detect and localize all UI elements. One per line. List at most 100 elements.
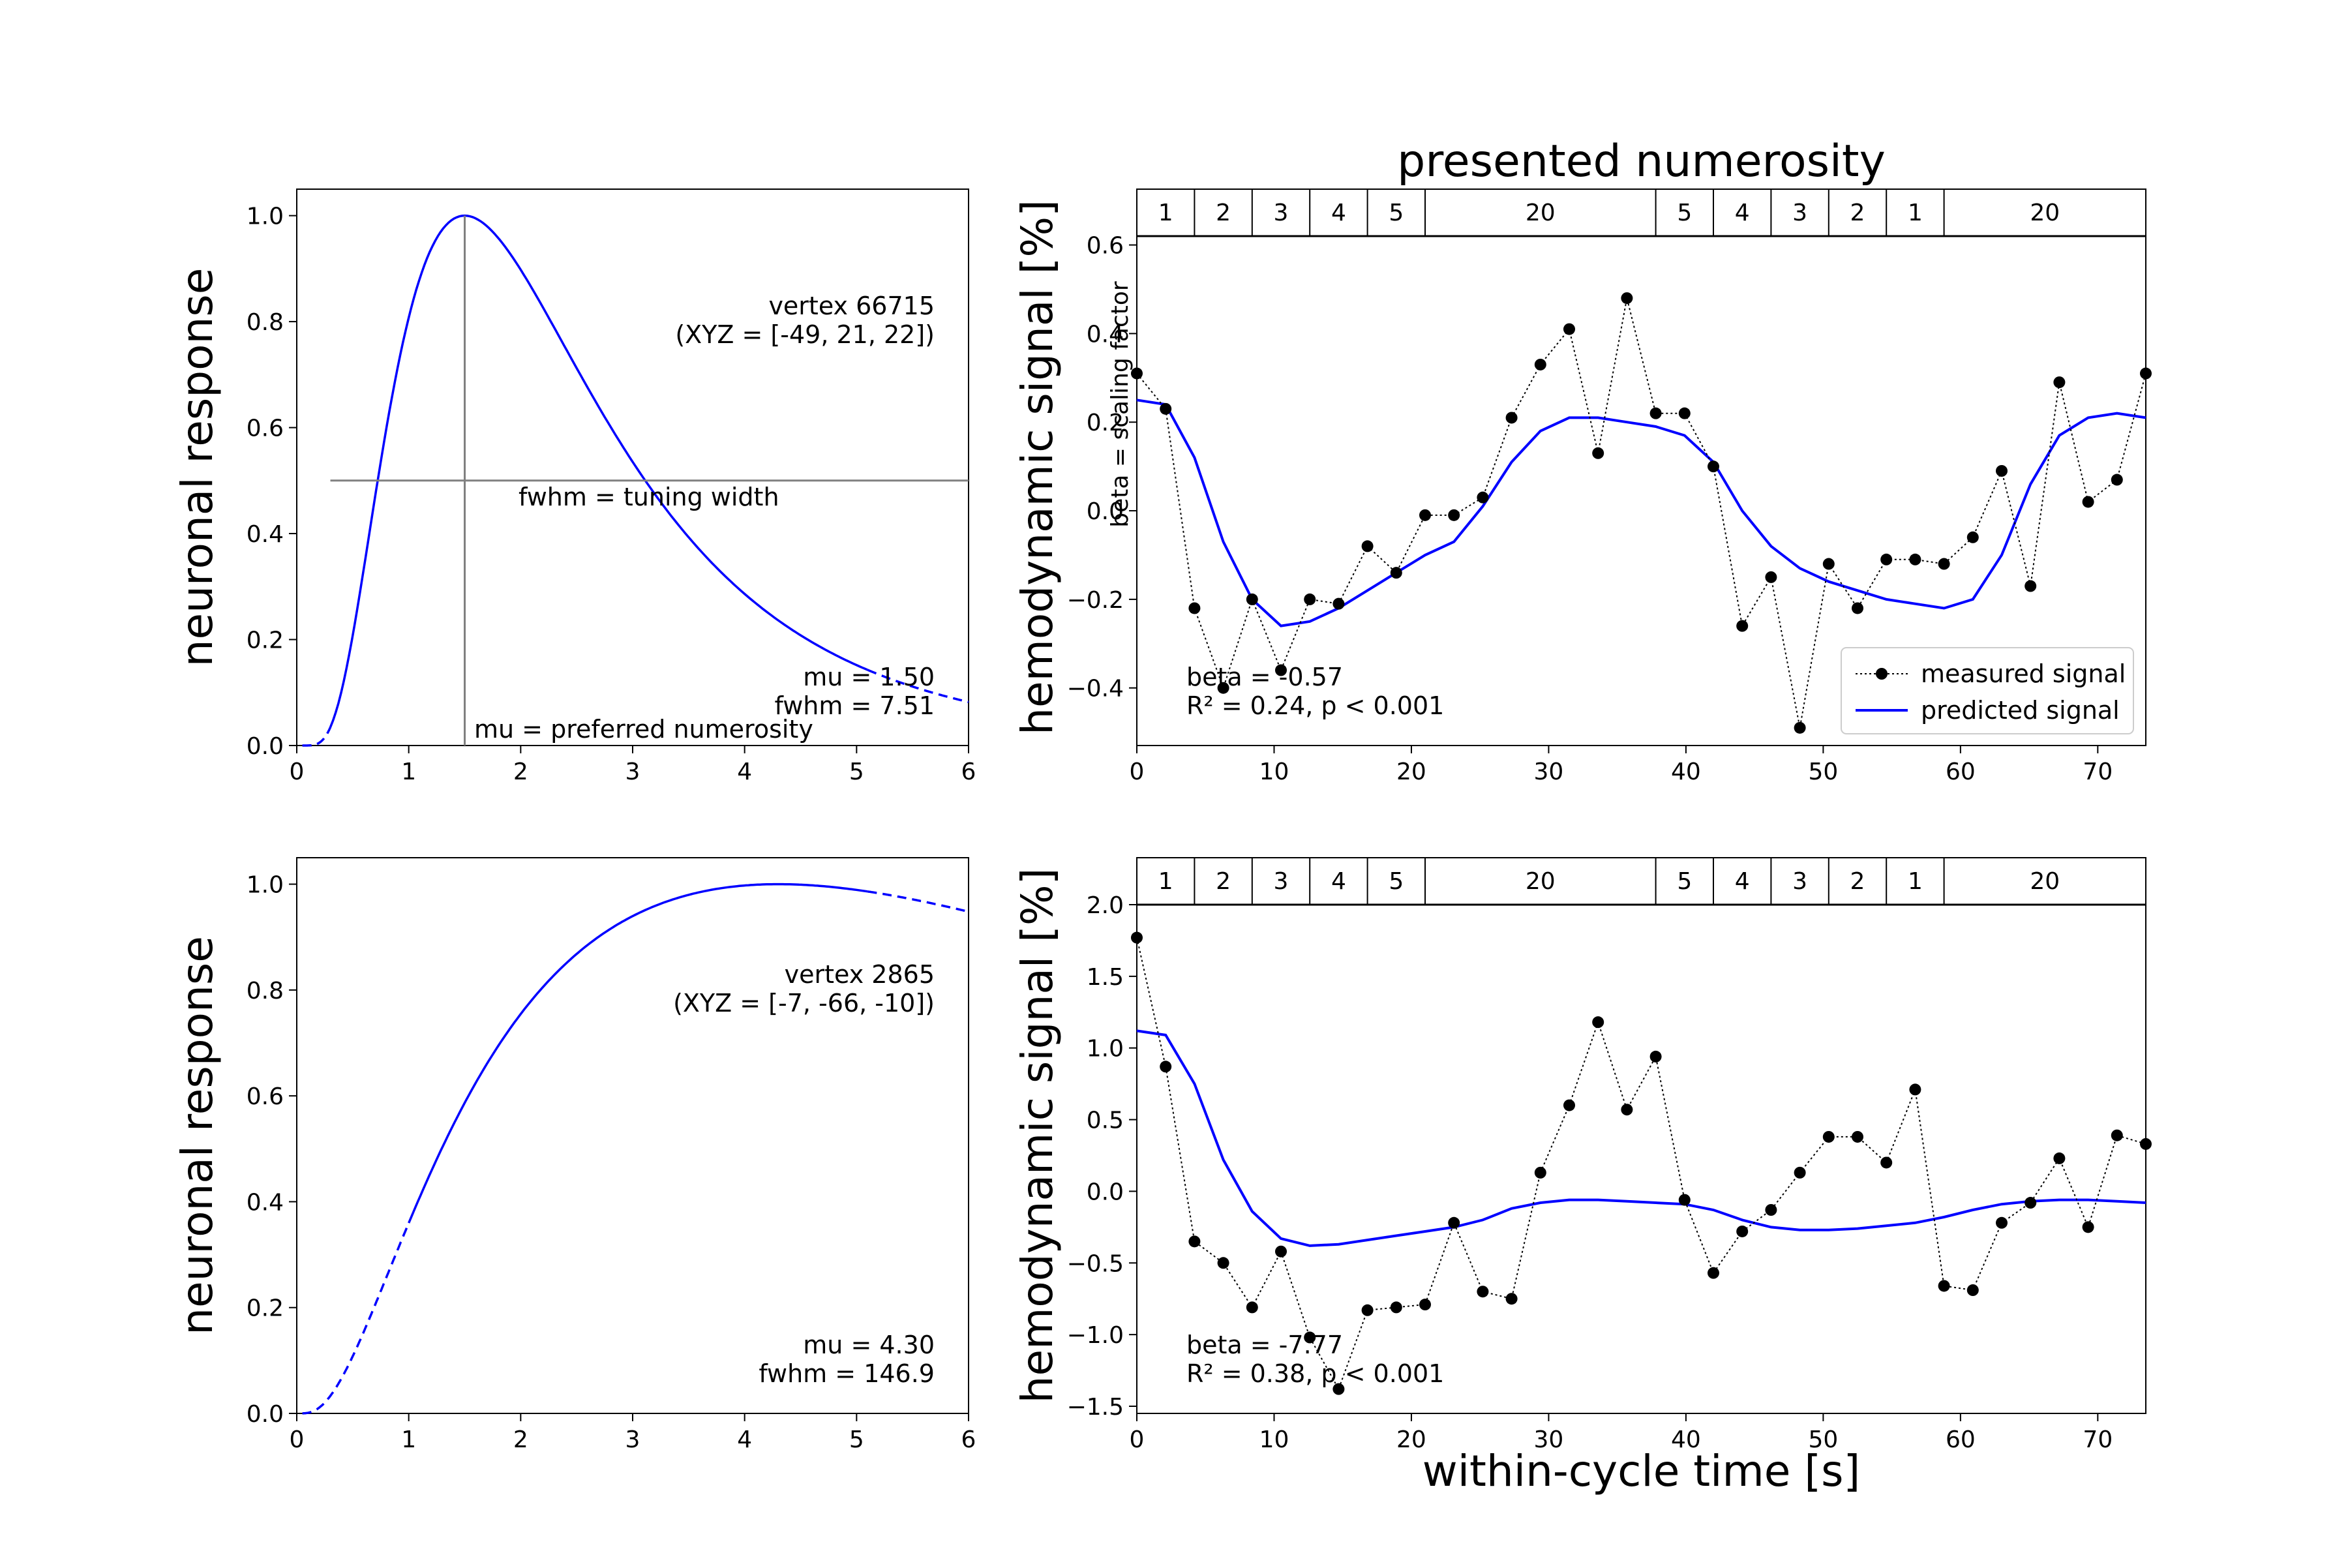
legend-measured-marker	[1876, 668, 1888, 680]
signal_bottom-measured-point	[1678, 1194, 1691, 1206]
signal_bottom-r2-label: R² = 0.38, p < 0.001	[1186, 1359, 1444, 1388]
tuning_top-mu-value: mu = 1.50	[803, 663, 935, 691]
signal_top-measured-point	[1275, 664, 1287, 676]
signal_top-xtick-label: 40	[1671, 759, 1701, 785]
signal_top-measured-point	[1708, 460, 1719, 473]
signal_bottom-measured-point	[1822, 1130, 1835, 1143]
tuning_bottom-ytick-label: 0.2	[247, 1295, 284, 1322]
signal_bottom-measured-point	[1246, 1301, 1258, 1314]
signal_top-beta-label: beta = -0.57	[1186, 663, 1343, 691]
signal_top-measured-point	[1909, 553, 1921, 565]
signal_bottom-measured-line	[1136, 937, 2146, 1391]
tuning_top-ytick-label: 0.0	[247, 733, 284, 760]
tuning_bottom-curve-solid	[408, 882, 868, 1224]
tuning_top-curve-dashed-right	[867, 669, 969, 703]
signal_top-measured-point	[1390, 567, 1402, 579]
signal_bottom-measured-point	[2024, 1197, 2037, 1209]
signal_bottom-measured-point	[1592, 1016, 1604, 1029]
signal_bottom-measured-point	[1534, 1166, 1546, 1179]
signal_top-ytick-label: 0.0	[1087, 498, 1124, 525]
signal_top-measured-point	[1592, 447, 1604, 459]
signal_bottom-measured-point	[2053, 1152, 2066, 1164]
signal_top-measured-point	[1188, 602, 1201, 614]
signal_bottom-measured-point	[1996, 1216, 2008, 1229]
tuning_top-ytick-label: 0.4	[247, 521, 284, 548]
signal_top-measured-point	[1649, 407, 1662, 419]
signal_top-measured-point	[1736, 620, 1749, 632]
tuning_bottom-ytick-label: 1.0	[247, 872, 284, 899]
signal_bottom-numerosity-label: 5	[1677, 868, 1692, 895]
signal_bottom-measured-point	[2140, 1138, 2152, 1150]
signal_top-r2-label: R² = 0.24, p < 0.001	[1186, 691, 1444, 720]
signal_top-numerosity-label: 5	[1677, 200, 1692, 226]
signal_bottom-ytick-label: 2.0	[1087, 892, 1124, 919]
tuning_top-ytick-label: 0.2	[247, 627, 284, 654]
signal_bottom-measured-point	[1332, 1383, 1345, 1395]
tuning_bottom-xtick-label: 4	[737, 1426, 752, 1453]
signal_bottom-numerosity-label: 5	[1389, 868, 1404, 895]
signal_bottom-numerosity-label: 1	[1908, 868, 1923, 895]
signal_bottom-numerosity-label: 2	[1850, 868, 1865, 895]
tuning_bottom-xtick-label: 0	[290, 1426, 305, 1453]
signal_top-numerosity-label: 20	[1526, 200, 1556, 226]
shared-xlabel: within-cycle time [s]	[1422, 1446, 1861, 1496]
signal_bottom-ytick-label: −1.0	[1067, 1322, 1124, 1349]
tuning_top-fwhm-label: fwhm = tuning width	[519, 483, 779, 511]
signal_top-measured-point	[2024, 580, 2037, 592]
signal_top-numerosity-label: 3	[1274, 200, 1289, 226]
signal_bottom-ytick-label: −0.5	[1067, 1250, 1124, 1277]
tuning_bottom-fwhm-value: fwhm = 146.9	[759, 1359, 935, 1388]
tuning_bottom-ytick-label: 0.4	[247, 1189, 284, 1216]
signal_bottom-measured-point	[1765, 1204, 1777, 1216]
tuning_top-curve-solid	[329, 214, 869, 728]
figure-title: presented numerosity	[1397, 136, 1886, 187]
signal_bottom-ytick-label: 1.5	[1087, 964, 1124, 991]
signal_bottom-measured-point	[1419, 1299, 1431, 1311]
signal_top-measured-point	[1621, 292, 1633, 305]
signal_bottom-numerosity-label: 3	[1792, 868, 1807, 895]
signal_bottom-measured-point	[1736, 1225, 1749, 1237]
tuning_bottom-ytick-label: 0.8	[247, 978, 284, 1004]
signal_top-frame	[1136, 188, 2146, 746]
tuning_top-xtick-label: 0	[290, 759, 305, 785]
signal_top-measured-point	[1160, 402, 1172, 415]
signal_bottom-measured-point	[1852, 1130, 1863, 1143]
signal_top-xtick-label: 30	[1534, 759, 1564, 785]
signal_bottom-numerosity-label: 3	[1274, 868, 1289, 895]
signal_top-measured-point	[1938, 558, 1950, 570]
signal_top-measured-point	[1966, 531, 1979, 543]
signal_bottom-ytick-label: 0.5	[1087, 1108, 1124, 1134]
signal_top-numerosity-label: 1	[1158, 200, 1173, 226]
signal_top-measured-line	[1136, 297, 2146, 728]
signal_top-measured-point	[1765, 571, 1777, 583]
tuning_bottom-ytick-label: 0.6	[247, 1083, 284, 1110]
tuning_bottom-xtick-label: 6	[961, 1426, 976, 1453]
signal_bottom-measured-point	[1275, 1245, 1287, 1258]
signal_top-measured-point	[1534, 358, 1546, 370]
signal_bottom-xtick-label: 20	[1396, 1426, 1426, 1453]
signal_top-measured-point	[1794, 721, 1806, 734]
signal_top-measured-point	[1477, 491, 1489, 504]
signal_bottom-measured-point	[2082, 1221, 2094, 1233]
signal_top-measured-point	[1505, 412, 1518, 424]
signal_bottom-measured-point	[1563, 1099, 1575, 1111]
signal_top-measured-point	[2111, 474, 2123, 486]
signal_top-xtick-label: 60	[1946, 759, 1976, 785]
signal_top-numerosity-label: 2	[1216, 200, 1231, 226]
tuning_bottom-ytick-label: 0.0	[247, 1401, 284, 1428]
tuning_top-ytick-label: 0.6	[247, 415, 284, 442]
signal_bottom-xtick-label: 70	[2083, 1426, 2113, 1453]
signal_bottom-measured-point	[2111, 1129, 2123, 1141]
tuning_bottom-panel: 0 1 2 3 4 5 6 0.0 0.2 0.4 0.6 0.8 1.0 neuronal respon…	[172, 857, 976, 1453]
signal_top-ylabel: hemodynamic signal [%]	[1012, 200, 1062, 735]
tuning_bottom-ylabel: neuronal response	[172, 936, 222, 1335]
tuning_top-curve-dashed-left	[302, 727, 332, 747]
signal_top-numerosity-label: 4	[1331, 200, 1346, 226]
tuning_top-ytick-label: 0.8	[247, 309, 284, 336]
signal_top-panel: 1 2 3 4 5 20 5 4 3 2 1 20 0 10 20 30 40 50 60 70 −0.4 −0.2 0.0…	[1012, 188, 2152, 785]
tuning_top-xtick-label: 4	[737, 759, 752, 785]
signal_bottom-ytick-label: 1.0	[1087, 1036, 1124, 1063]
signal_bottom-measured-point	[1649, 1050, 1662, 1063]
